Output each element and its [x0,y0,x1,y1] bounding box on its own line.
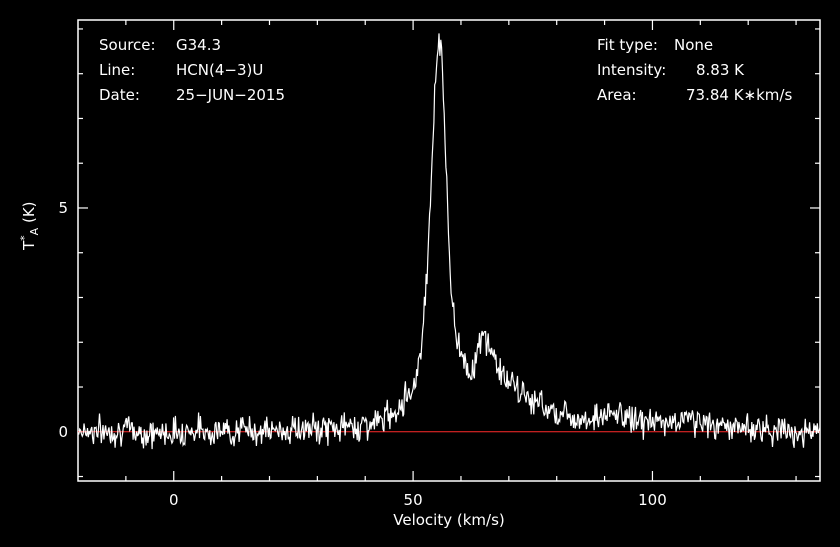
date-value: 25−JUN−2015 [176,86,286,104]
spectrum-line [77,33,821,450]
date-label: Date: [99,86,140,104]
line-label: Line: [99,61,136,79]
area-value: 73.84 K∗km/s [686,86,793,104]
line-value: HCN(4−3)U [176,61,264,79]
fit-type-label: Fit type: [597,36,658,54]
y-axis-label-symbol: T [20,240,38,250]
x-tick-label: 0 [169,491,179,509]
y-tick-label: 5 [58,199,68,217]
y-axis-label-sup: * [18,235,31,241]
x-axis-label: Velocity (km/s) [393,511,504,529]
x-tick-label: 50 [404,491,423,509]
source-value: G34.3 [176,36,222,54]
y-axis-label: T*A (K) [18,201,41,250]
plot-frame [77,19,821,482]
y-axis-label-unit: (K) [20,201,38,224]
intensity-value: 8.83 K [696,61,745,79]
x-tick-label: 100 [638,491,667,509]
intensity-label: Intensity: [597,61,667,79]
area-label: Area: [597,86,637,104]
y-tick-label: 0 [58,423,68,441]
y-axis-label-sub: A [28,227,41,236]
fit-type-value: None [674,36,714,54]
source-label: Source: [99,36,156,54]
